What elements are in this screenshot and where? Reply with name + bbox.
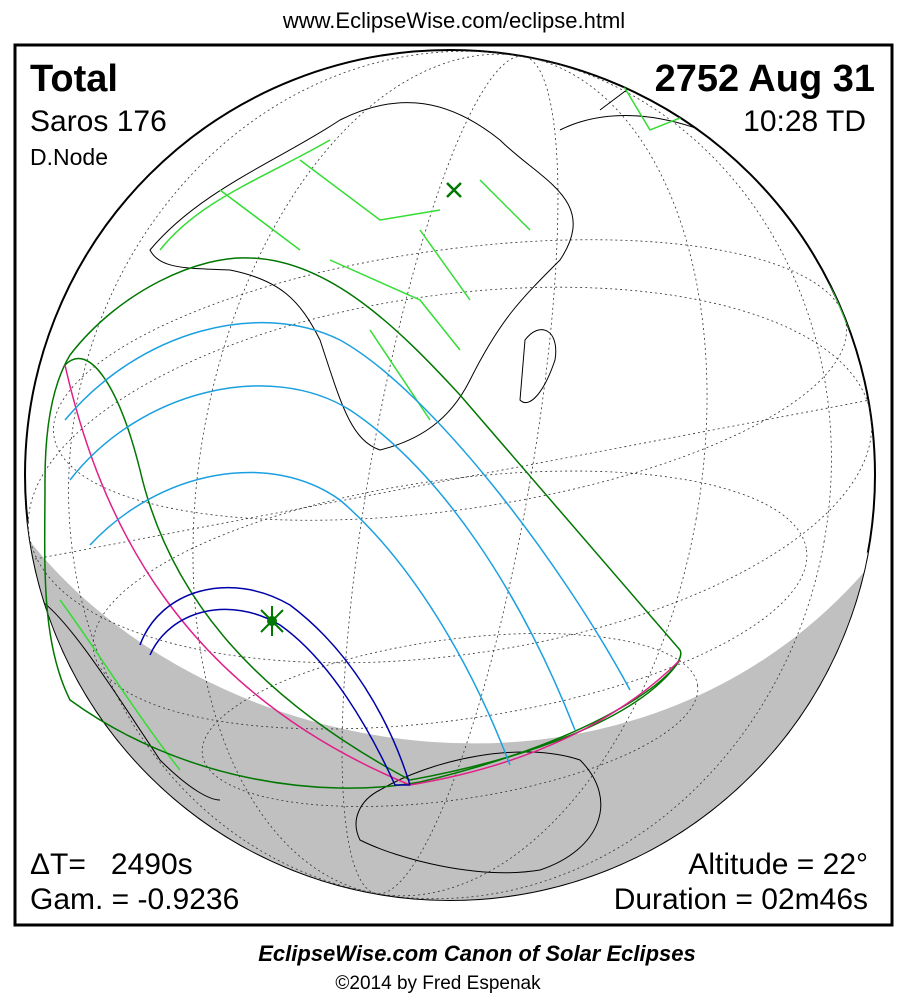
sunrise-curve <box>64 364 681 786</box>
delta-t: ΔT= 2490s <box>30 848 193 881</box>
eclipse-date: 2752 Aug 31 <box>655 58 875 100</box>
altitude: Altitude = 22° <box>688 848 868 881</box>
greatest-eclipse <box>267 616 277 626</box>
frame <box>13 43 894 927</box>
night-shadow <box>25 520 875 900</box>
gamma: Gam. = -0.9236 <box>30 883 239 916</box>
copyright: ©2014 by Fred Espenak <box>335 973 541 994</box>
penumbra-limit <box>43 257 682 789</box>
node: D.Node <box>30 144 108 170</box>
time: 10:28 TD <box>743 105 866 138</box>
saros: Saros 176 <box>30 105 167 138</box>
globe <box>24 49 876 901</box>
duration: Duration = 02m46s <box>614 883 868 916</box>
eclipse-type: Total <box>30 58 118 100</box>
subsolar-point <box>446 182 462 198</box>
central-path <box>139 586 411 786</box>
url: www.EclipseWise.com/eclipse.html <box>282 8 625 33</box>
footer-title: EclipseWise.com Canon of Solar Eclipses <box>258 941 696 966</box>
